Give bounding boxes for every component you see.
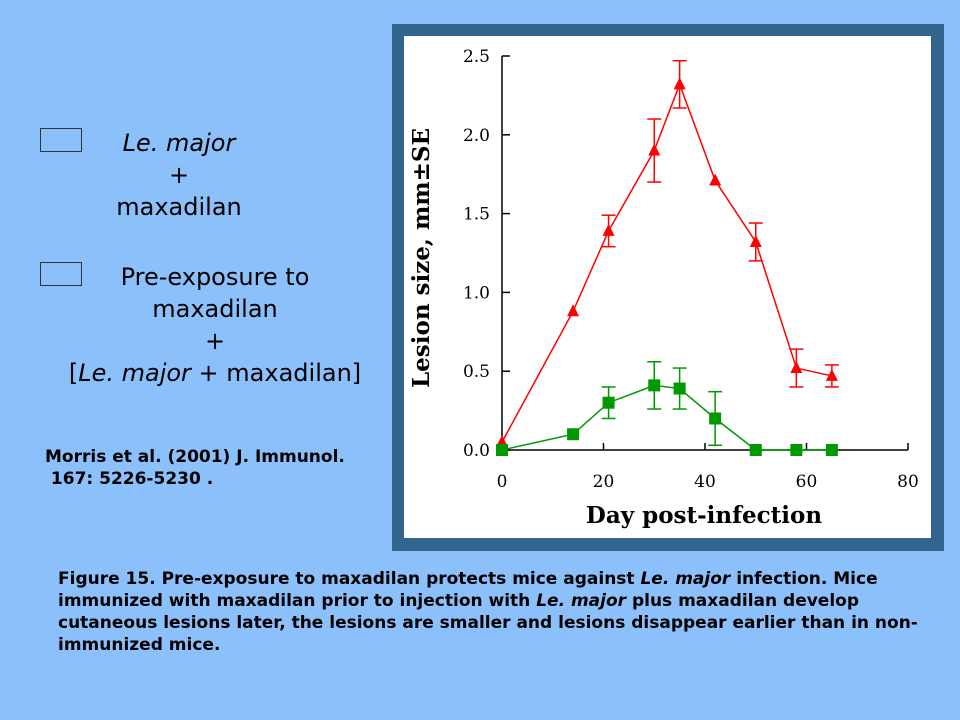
data-point-square [709, 412, 722, 425]
legend-line: maxadilan [116, 193, 242, 221]
data-point-triangle [749, 234, 762, 247]
x-tick-label: 0 [497, 472, 508, 492]
x-tick-label: 20 [593, 472, 615, 492]
legend-label-red: Le. major + maxadilan [64, 127, 294, 223]
legend-line: [Le. major + maxadilan] [68, 359, 362, 387]
legend-line: Le. major [122, 129, 236, 157]
series-line-1 [501, 82, 833, 443]
legend-line: Pre-exposure to [120, 263, 310, 291]
data-point-triangle [648, 143, 661, 156]
figure-caption: Figure 15. Pre-exposure to maxadilan pro… [58, 569, 918, 655]
legend-swatch-red [40, 128, 82, 152]
data-point-triangle [602, 223, 615, 236]
data-point-square [790, 444, 803, 456]
lesion-size-chart: 0.0 0.5 1.0 1.5 2.0 2.5 0 20 40 60 80 Day post-infe… [408, 47, 919, 529]
y-axis-label: Lesion size, mm±SE [408, 128, 435, 388]
chart-panel: 0.0 0.5 1.0 1.5 2.0 2.5 0 20 40 60 80 Day post-infe… [404, 36, 931, 538]
y-tick-label: 1.5 [463, 205, 490, 225]
series-line-2 [501, 384, 832, 451]
x-tick-label: 80 [897, 472, 919, 492]
data-point-square [648, 379, 661, 392]
data-point-triangle [567, 304, 580, 317]
legend-label-green: Pre-exposure to maxadilan + [Le. major + ma… [40, 261, 390, 389]
data-point-square [567, 428, 580, 441]
legend-line: maxadilan [152, 295, 278, 323]
legend-line: + [168, 161, 190, 189]
x-tick-label: 60 [796, 472, 818, 492]
data-point-square [673, 382, 686, 395]
y-tick-label: 0.0 [463, 441, 490, 461]
y-tick-label: 2.0 [463, 126, 490, 146]
data-point-square [496, 444, 508, 456]
data-point-triangle [825, 368, 838, 381]
x-axis-label: Day post-infection [586, 502, 822, 529]
data-point-triangle [790, 361, 803, 374]
data-point-triangle [673, 77, 686, 90]
data-point-square [602, 396, 615, 409]
data-point-triangle [709, 173, 722, 186]
citation: Morris et al. (2001) J. Immunol. 167: 52… [45, 447, 345, 489]
data-point-square [825, 444, 838, 456]
data-point-square [749, 444, 762, 456]
x-tick-label: 40 [694, 472, 716, 492]
legend-swatch-green [40, 262, 82, 286]
y-tick-label: 2.5 [463, 47, 490, 67]
y-tick-label: 1.0 [463, 283, 490, 303]
legend-line: + [204, 327, 226, 355]
y-tick-label: 0.5 [463, 362, 490, 382]
